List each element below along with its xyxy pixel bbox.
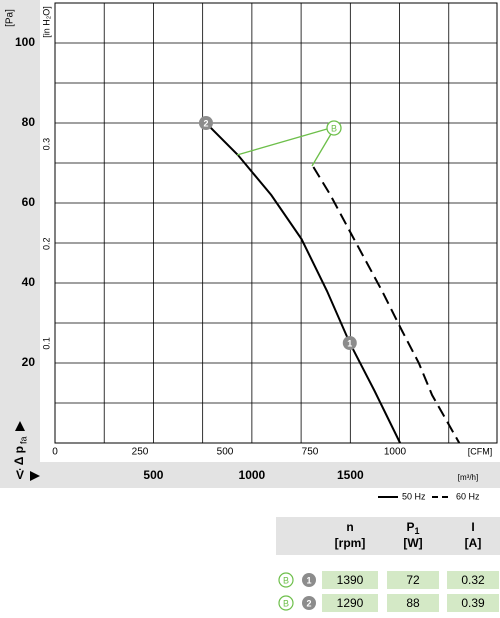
y2-tick-label: 0.2 bbox=[41, 237, 51, 250]
table-cell bbox=[322, 594, 378, 612]
curve-icon bbox=[278, 595, 294, 611]
header-name: P bbox=[406, 520, 414, 534]
plot: 12 bbox=[54, 2, 498, 444]
legend-label: 50 Hz bbox=[402, 491, 426, 501]
y-label-sub: fa bbox=[18, 436, 28, 444]
curve-icon-label: B bbox=[283, 575, 289, 585]
table-value: 88 bbox=[406, 596, 420, 610]
y-label-group: Δ p fa bbox=[12, 421, 28, 465]
table-header: P1 bbox=[406, 520, 419, 536]
table-value: 0.39 bbox=[461, 596, 485, 610]
table-cell bbox=[387, 571, 439, 589]
annotation-circle bbox=[326, 120, 342, 136]
point-label: 2 bbox=[203, 118, 208, 128]
table-cell bbox=[447, 571, 499, 589]
y2-tick-label: 0.3 bbox=[41, 138, 51, 151]
y2-label: [in H₂O] bbox=[41, 6, 51, 38]
x2-arrow bbox=[30, 471, 40, 481]
point-icon-label: 1 bbox=[306, 575, 311, 585]
y-tick-label: 80 bbox=[22, 115, 36, 129]
plot-frame bbox=[54, 2, 498, 444]
curve bbox=[205, 122, 401, 444]
y-unit: [Pa] bbox=[5, 9, 16, 27]
y-tick-label: 40 bbox=[22, 275, 36, 289]
y-arrow bbox=[15, 421, 25, 431]
y2-tick-label: 0.1 bbox=[41, 337, 51, 350]
table-value: 0.32 bbox=[461, 573, 485, 587]
point-marker bbox=[198, 116, 213, 130]
table-value: 72 bbox=[406, 573, 420, 587]
x-tick-label: 750 bbox=[302, 447, 319, 458]
x2-tick-label: 1500 bbox=[337, 468, 364, 482]
x-tick-label: 1000 bbox=[384, 447, 407, 458]
y-label: Δ p bbox=[12, 446, 26, 465]
x-tick-label: 500 bbox=[217, 447, 234, 458]
x2-tick-label: 1000 bbox=[239, 468, 266, 482]
point-icon-label: 2 bbox=[306, 598, 311, 608]
x2-label: [m³/h] bbox=[458, 473, 478, 482]
curve bbox=[312, 166, 461, 444]
header-sub: 1 bbox=[415, 526, 420, 536]
table-header: n bbox=[346, 520, 353, 534]
point-label: 1 bbox=[347, 338, 352, 348]
point-icon bbox=[302, 596, 316, 610]
y-tick-label: 60 bbox=[22, 195, 36, 209]
curve-icon-label: B bbox=[283, 598, 289, 608]
point-marker bbox=[342, 336, 357, 350]
x-label: [CFM] bbox=[468, 446, 493, 456]
table-value: 1390 bbox=[337, 573, 364, 587]
x2-band bbox=[0, 462, 500, 488]
annotation: B bbox=[236, 120, 342, 167]
header-name: I bbox=[471, 520, 474, 534]
x2-tick-label: 500 bbox=[143, 468, 163, 482]
header-name: n bbox=[346, 520, 353, 534]
table-cell bbox=[322, 571, 378, 589]
table-unit: [A] bbox=[465, 536, 482, 550]
x2-symbol: V̇ bbox=[16, 467, 24, 482]
x-tick-label: 250 bbox=[132, 447, 149, 458]
table-unit: [W] bbox=[403, 536, 422, 550]
table-cell bbox=[447, 594, 499, 612]
table-unit: [rpm] bbox=[335, 536, 366, 550]
curve-icon bbox=[278, 572, 294, 588]
table-header: I bbox=[471, 520, 474, 534]
leader bbox=[311, 133, 332, 167]
point-icon bbox=[302, 573, 316, 587]
leader bbox=[236, 128, 328, 156]
table-value: 1290 bbox=[337, 596, 364, 610]
table-header-bg bbox=[276, 517, 500, 555]
table-cell bbox=[387, 594, 439, 612]
y-tick-label: 100 bbox=[15, 35, 35, 49]
y-band bbox=[0, 0, 40, 462]
legend: 50 Hz 60 Hz bbox=[378, 491, 480, 501]
legend-label: 60 Hz bbox=[456, 491, 480, 501]
annotation-label: B bbox=[331, 123, 337, 133]
table: n[rpm]P1[W]I[A]B 1 1390 72 0.32B 2 1290 88 0.39 bbox=[278, 520, 499, 612]
x-tick-label: 0 bbox=[52, 447, 58, 458]
y-tick-label: 20 bbox=[22, 355, 36, 369]
